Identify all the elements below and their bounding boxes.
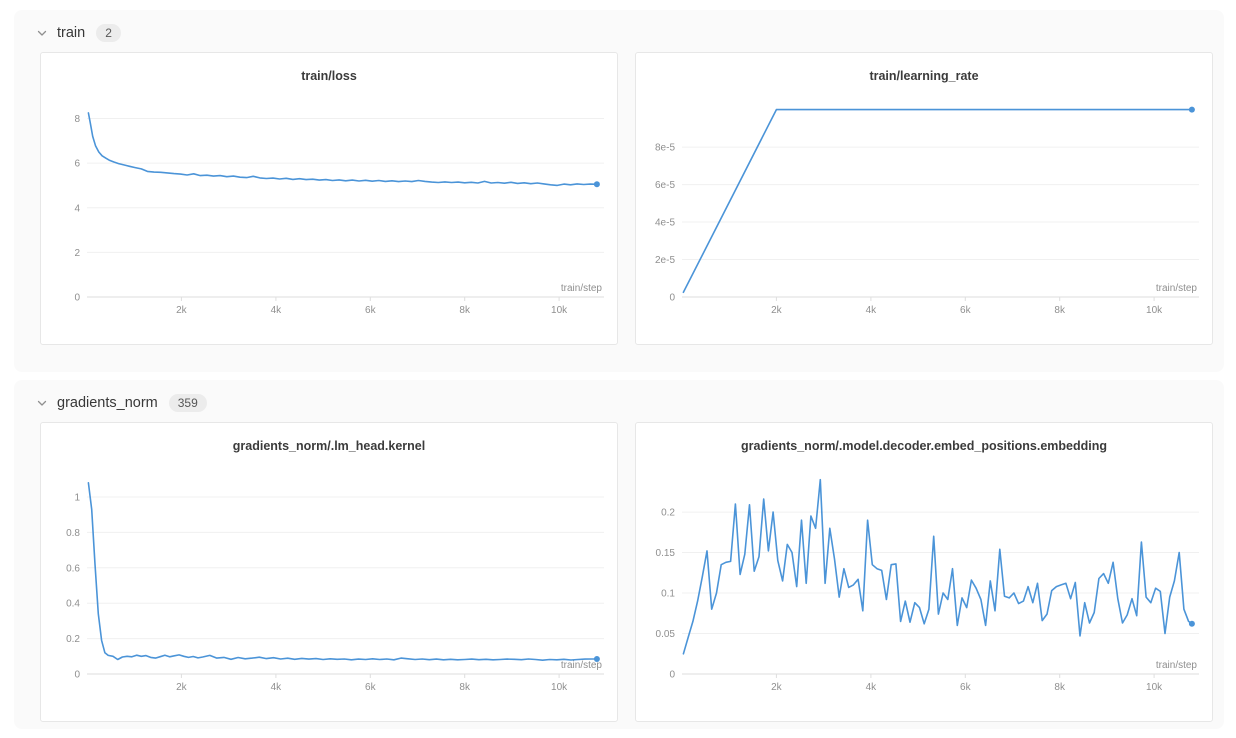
svg-text:0.15: 0.15 (656, 548, 676, 559)
svg-text:8k: 8k (459, 682, 471, 693)
svg-text:2k: 2k (176, 682, 188, 693)
svg-text:0: 0 (74, 670, 80, 681)
svg-text:2e-5: 2e-5 (655, 255, 675, 266)
svg-text:10k: 10k (551, 682, 568, 693)
embed-positions-chart[interactable]: 0 0.05 0.1 0.15 0.2 2k 4k 6k 8k 10k train/step (636, 460, 1212, 710)
section-train-count-badge: 2 (96, 24, 121, 42)
gradients-norm-charts-row: gradients_norm/.lm_head.kernel 0 0.2 0.4 0.… (14, 422, 1224, 722)
svg-text:0.2: 0.2 (661, 508, 675, 519)
chart-title-train-learning-rate: train/learning_rate (869, 69, 979, 83)
section-train: train 2 train/loss 0 2 4 6 8 2k 4k 6k 8k 10k train… (14, 10, 1224, 372)
train-charts-row: train/loss 0 2 4 6 8 2k 4k 6k 8k 10k train/step tr… (14, 52, 1224, 345)
svg-text:train/step: train/step (561, 660, 603, 671)
svg-text:10k: 10k (551, 305, 568, 316)
svg-text:4k: 4k (866, 682, 878, 693)
svg-text:2: 2 (74, 248, 80, 259)
svg-text:8: 8 (74, 114, 80, 125)
svg-text:0.05: 0.05 (656, 629, 676, 640)
section-gradients-norm-count-badge: 359 (168, 394, 207, 412)
section-train-header[interactable]: train 2 (14, 10, 1224, 52)
svg-text:6k: 6k (365, 305, 377, 316)
svg-text:0.4: 0.4 (66, 599, 80, 610)
svg-text:4k: 4k (866, 305, 878, 316)
chart-title-lm-head-kernel: gradients_norm/.lm_head.kernel (232, 439, 426, 453)
svg-text:8e-5: 8e-5 (655, 143, 675, 154)
svg-text:10k: 10k (1146, 305, 1163, 316)
svg-text:0.8: 0.8 (66, 528, 80, 539)
chart-card-embed-positions[interactable]: gradients_norm/.model.decoder.embed_posi… (635, 422, 1213, 722)
svg-text:1: 1 (74, 493, 80, 504)
section-gradients-norm: gradients_norm 359 gradients_norm/.lm_he… (14, 380, 1224, 729)
svg-text:4k: 4k (271, 682, 283, 693)
svg-text:0.1: 0.1 (661, 589, 675, 600)
svg-text:2k: 2k (176, 305, 188, 316)
svg-text:2k: 2k (771, 305, 783, 316)
chevron-down-icon[interactable] (36, 397, 48, 409)
svg-text:train/step: train/step (561, 283, 603, 294)
svg-text:6: 6 (74, 159, 80, 170)
svg-text:8k: 8k (1054, 682, 1066, 693)
svg-text:6k: 6k (960, 682, 972, 693)
train-learning-rate-chart[interactable]: 0 2e-5 4e-5 6e-5 8e-5 2k 4k 6k 8k 10k train/step (636, 90, 1212, 333)
chart-title-embed-positions: gradients_norm/.model.decoder.embed_posi… (740, 439, 1108, 453)
svg-text:8k: 8k (1054, 305, 1066, 316)
svg-text:6e-5: 6e-5 (655, 180, 675, 191)
svg-text:0: 0 (74, 293, 80, 304)
section-gradients-norm-header[interactable]: gradients_norm 359 (14, 380, 1224, 422)
train-loss-chart[interactable]: 0 2 4 6 8 2k 4k 6k 8k 10k train/step (41, 90, 617, 333)
chart-title-train-loss: train/loss (301, 69, 357, 83)
section-train-title: train (57, 25, 86, 41)
svg-text:train/step: train/step (1156, 660, 1198, 671)
svg-text:2k: 2k (771, 682, 783, 693)
svg-text:0: 0 (669, 293, 675, 304)
svg-text:4e-5: 4e-5 (655, 218, 675, 229)
svg-text:6k: 6k (365, 682, 377, 693)
lm-head-kernel-chart[interactable]: 0 0.2 0.4 0.6 0.8 1 2k 4k 6k 8k 10k train/step (41, 460, 617, 710)
chart-card-train-learning-rate[interactable]: train/learning_rate 0 2e-5 4e-5 6e-5 8e-5 2k 4… (635, 52, 1213, 345)
svg-text:8k: 8k (459, 305, 471, 316)
svg-text:10k: 10k (1146, 682, 1163, 693)
svg-text:0.2: 0.2 (66, 634, 80, 645)
section-gradients-norm-title: gradients_norm (57, 395, 158, 411)
svg-text:0.6: 0.6 (66, 563, 80, 574)
chart-card-train-loss[interactable]: train/loss 0 2 4 6 8 2k 4k 6k 8k 10k train/step (40, 52, 618, 345)
chart-card-lm-head-kernel[interactable]: gradients_norm/.lm_head.kernel 0 0.2 0.4 0.… (40, 422, 618, 722)
svg-text:6k: 6k (960, 305, 972, 316)
svg-text:0: 0 (669, 670, 675, 681)
svg-text:4k: 4k (271, 305, 283, 316)
svg-text:4: 4 (74, 203, 80, 214)
chevron-down-icon[interactable] (36, 27, 48, 39)
svg-text:train/step: train/step (1156, 283, 1198, 294)
